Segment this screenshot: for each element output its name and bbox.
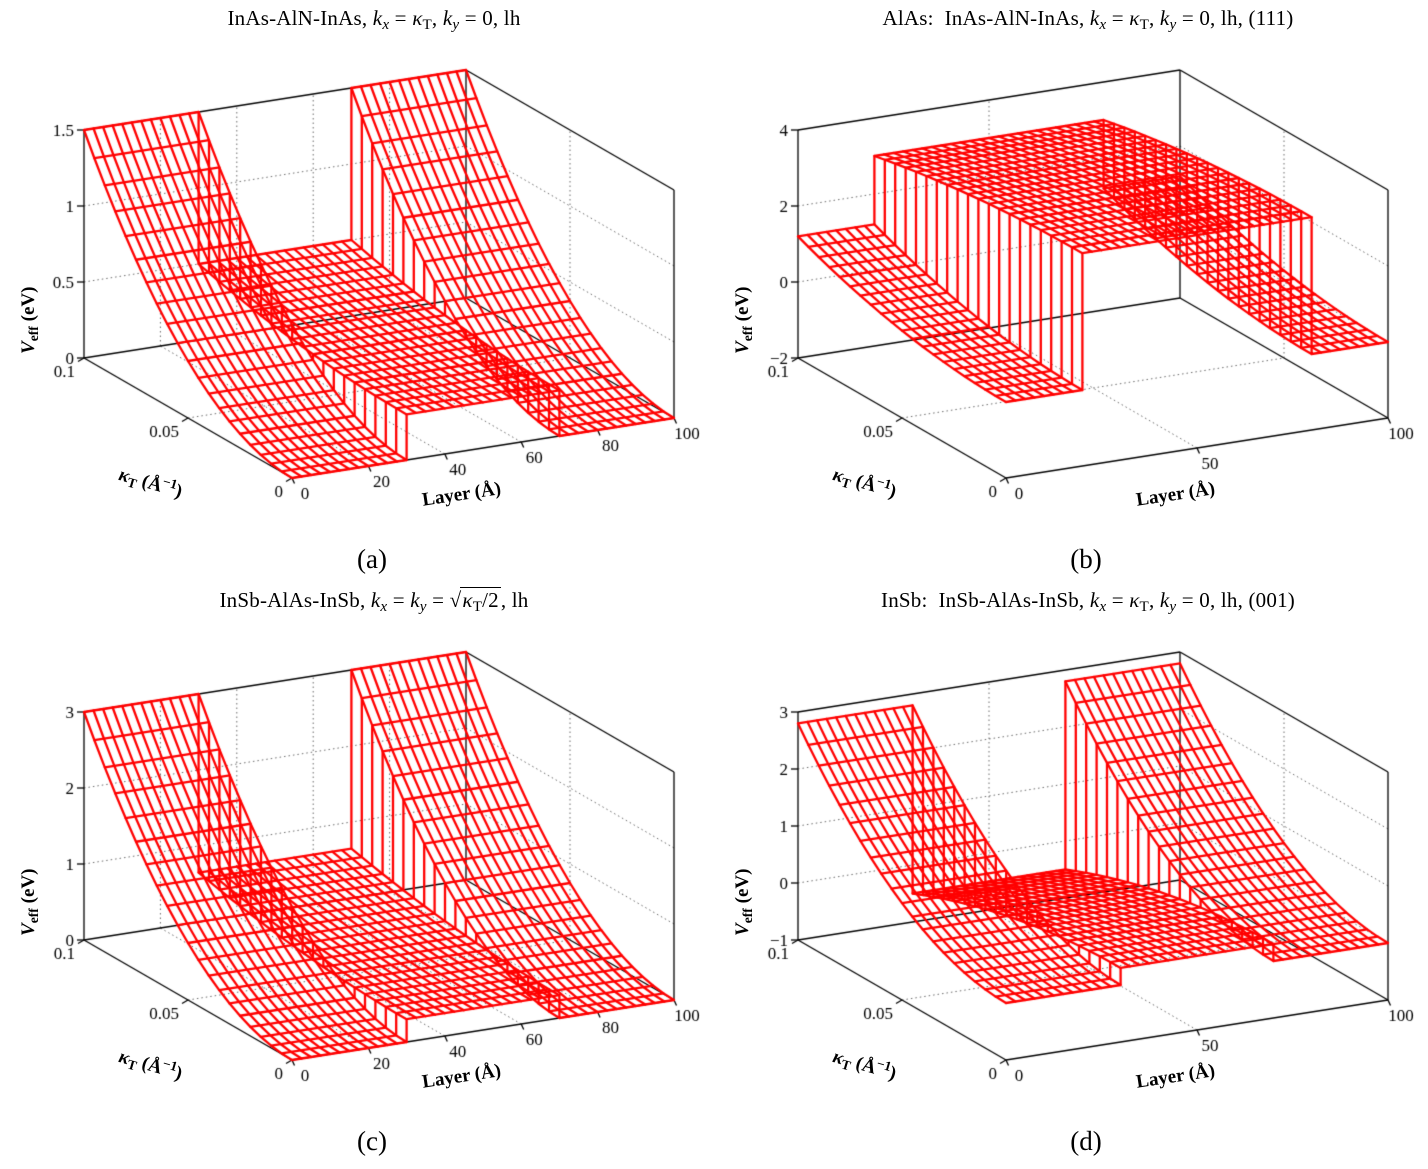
panel-a-title: InAs-AlN-InAs, kx = κT, ky = 0, lh xyxy=(227,6,521,34)
panel-a-zlabel: Veff (eV) xyxy=(18,286,41,354)
panel-b-caption: (b) xyxy=(1070,544,1102,574)
panel-b-title: AlAs: InAs-AlN-InAs, kx = κT, ky = 0, lh… xyxy=(882,6,1294,34)
panel-d-caption: (d) xyxy=(1070,1126,1102,1156)
panel-a-canvas xyxy=(0,42,714,542)
panel-b: AlAs: InAs-AlN-InAs, kx = κT, ky = 0, lh… xyxy=(714,0,1428,582)
panel-b-canvas xyxy=(714,42,1428,542)
panel-b-plot: Veff (eV) Layer (Å) κT (Å−1) xyxy=(714,42,1428,542)
panel-d-title: InSb: InSb-AlAs-InSb, kx = κT, ky = 0, l… xyxy=(881,588,1295,616)
panel-a-plot: Veff (eV) Layer (Å) κT (Å−1) xyxy=(0,42,714,542)
panel-d-canvas xyxy=(714,624,1428,1124)
panel-d-zlabel: Veff (eV) xyxy=(732,868,755,936)
panel-c-plot: Veff (eV) Layer (Å) κT (Å−1) xyxy=(0,624,714,1124)
panel-c-title: InSb-AlAs-InSb, kx = ky = √κT/2, lh xyxy=(219,587,529,616)
panel-c-canvas xyxy=(0,624,714,1124)
panel-d-plot: Veff (eV) Layer (Å) κT (Å−1) xyxy=(714,624,1428,1124)
panel-a-caption: (a) xyxy=(357,544,387,574)
panel-c-caption: (c) xyxy=(357,1126,387,1156)
panel-a: InAs-AlN-InAs, kx = κT, ky = 0, lh Veff … xyxy=(0,0,714,582)
panel-d: InSb: InSb-AlAs-InSb, kx = κT, ky = 0, l… xyxy=(714,582,1428,1164)
panel-c: InSb-AlAs-InSb, kx = ky = √κT/2, lh Veff… xyxy=(0,582,714,1164)
panel-b-zlabel: Veff (eV) xyxy=(732,286,755,354)
panel-c-zlabel: Veff (eV) xyxy=(18,868,41,936)
